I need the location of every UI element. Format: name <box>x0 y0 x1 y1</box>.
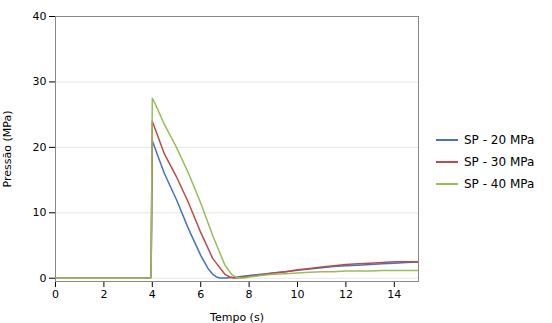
svg-text:20: 20 <box>33 141 47 154</box>
svg-text:0: 0 <box>40 272 47 285</box>
svg-text:10: 10 <box>291 288 305 301</box>
svg-text:Tempo (s): Tempo (s) <box>209 311 264 323</box>
svg-text:2: 2 <box>100 288 107 301</box>
svg-text:0: 0 <box>52 288 59 301</box>
svg-text:14: 14 <box>387 288 401 301</box>
html-text:SP - 30 MPa: SP - 30 MPa <box>464 154 535 169</box>
svg-text:4: 4 <box>149 288 156 301</box>
svg-text:8: 8 <box>246 288 253 301</box>
svg-text:12: 12 <box>339 288 353 301</box>
svg-text:40: 40 <box>33 10 47 23</box>
svg-text:30: 30 <box>33 75 47 88</box>
svg-text:Pressão (MPa): Pressão (MPa) <box>1 111 14 188</box>
svg-text:6: 6 <box>197 288 204 301</box>
html-text:SP - 20 MPa: SP - 20 MPa <box>464 132 535 147</box>
svg-text:10: 10 <box>33 206 47 219</box>
html-text:SP - 40 MPa: SP - 40 MPa <box>464 176 535 191</box>
